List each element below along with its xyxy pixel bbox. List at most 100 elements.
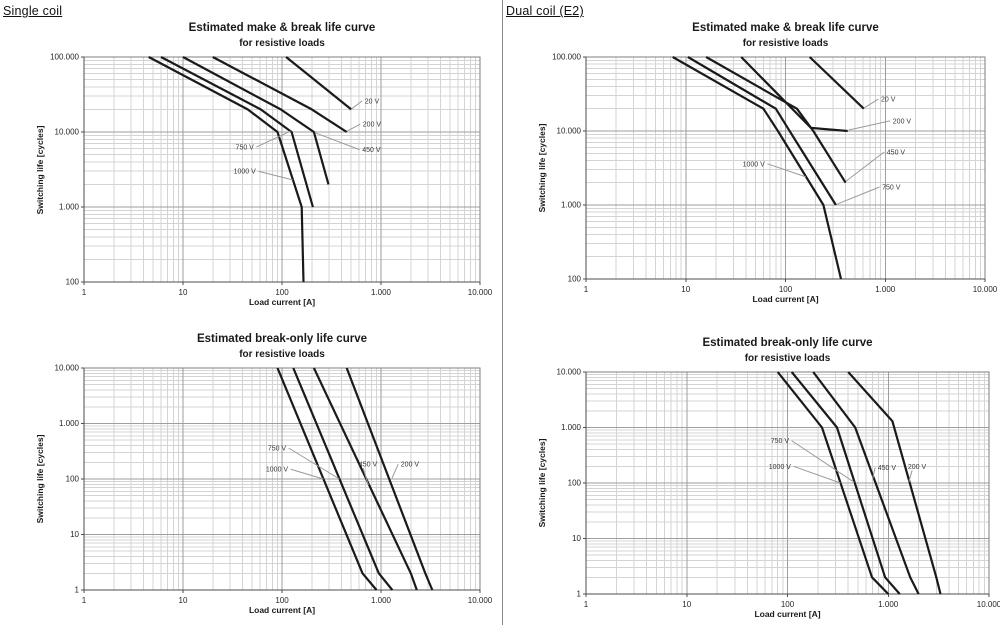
curve-label-1000-v: 1000 V	[743, 161, 766, 168]
svg-text:100: 100	[66, 278, 80, 287]
curve-1000-v	[276, 367, 378, 591]
chart-title: Estimated make & break life curve	[188, 22, 376, 34]
curve-label-450-v: 450 V	[878, 465, 897, 472]
x-axis-label: Load current [A]	[248, 297, 316, 307]
curve-label-750-v: 750 V	[236, 145, 255, 152]
curve-450-v	[182, 56, 330, 185]
chart-subtitle: for resistive loads	[239, 38, 325, 49]
svg-text:1: 1	[577, 590, 582, 599]
chart-title: Estimated make & break life curve	[692, 22, 879, 34]
axis-ticks	[81, 367, 481, 593]
curve-1000-v	[148, 56, 305, 283]
curve-450-v	[705, 56, 847, 184]
svg-text:1.000: 1.000	[59, 203, 80, 212]
chart-subtitle: for resistive loads	[744, 353, 831, 364]
svg-text:10.000: 10.000	[55, 364, 80, 373]
curve-750-v	[160, 56, 314, 208]
curve-label-450-v: 450 V	[359, 462, 378, 469]
svg-text:100: 100	[779, 285, 793, 294]
series-lines	[148, 56, 352, 283]
svg-text:100: 100	[781, 600, 795, 609]
curve-label-450-v: 450 V	[887, 150, 906, 157]
svg-text:10.000: 10.000	[468, 596, 493, 605]
curve-20-v	[285, 56, 352, 111]
svg-text:1.000: 1.000	[561, 201, 582, 210]
svg-text:1.000: 1.000	[878, 600, 899, 609]
curve-450-v	[812, 371, 920, 595]
curve-annotations: 20 V 200 V 450 V 750 V 1000 V	[743, 97, 912, 205]
svg-text:10.000: 10.000	[557, 368, 582, 377]
series-lines	[672, 56, 865, 280]
svg-text:1: 1	[82, 596, 87, 605]
curve-annotations: 750 V 1000 V 450 V 200 V	[769, 438, 926, 484]
axis-ticks	[583, 371, 990, 597]
curve-annotations: 20 V 200 V 450 V 750 V 1000 V	[234, 98, 382, 181]
svg-text:100.000: 100.000	[552, 53, 581, 62]
svg-text:1: 1	[82, 288, 87, 297]
svg-text:10.000: 10.000	[55, 128, 80, 137]
svg-text:10.000: 10.000	[468, 288, 493, 297]
curve-1000-v	[672, 56, 843, 280]
curve-label-200-v: 200 V	[893, 118, 912, 125]
curve-450-v	[312, 367, 418, 591]
curve-750-v	[687, 56, 837, 206]
svg-text:1.000: 1.000	[561, 423, 582, 432]
chart-title: Estimated break-only life curve	[702, 337, 873, 349]
svg-text:100: 100	[568, 275, 582, 284]
series-lines	[276, 367, 434, 591]
svg-text:10: 10	[681, 285, 690, 294]
curve-label-450-v: 450 V	[362, 147, 381, 154]
curve-20-v	[808, 56, 865, 110]
curve-label-1000-v: 1000 V	[266, 467, 289, 474]
svg-text:100: 100	[66, 475, 80, 484]
curve-label-750-v: 750 V	[771, 438, 790, 445]
plot-area: 1 10 100 1.000 10.000 100.000 10.000 1.000 100 20…	[552, 53, 998, 295]
section-label-single-coil: Single coil	[3, 4, 63, 18]
svg-text:1.000: 1.000	[875, 285, 896, 294]
svg-text:100: 100	[568, 479, 582, 488]
svg-text:1.000: 1.000	[371, 596, 392, 605]
svg-text:1: 1	[75, 586, 80, 595]
curve-200-v	[847, 371, 942, 595]
curve-200-v	[212, 56, 348, 133]
axis-ticks	[583, 56, 986, 282]
svg-text:10: 10	[179, 596, 188, 605]
svg-text:100: 100	[275, 596, 289, 605]
curve-label-750-v: 750 V	[882, 185, 901, 192]
svg-text:100.000: 100.000	[50, 53, 79, 62]
chart-title: Estimated break-only life curve	[196, 333, 367, 345]
x-axis-label: Load current [A]	[754, 609, 821, 619]
curve-750-v	[292, 367, 394, 591]
axis-ticks	[81, 56, 481, 285]
svg-text:10: 10	[179, 288, 188, 297]
svg-text:10.000: 10.000	[977, 600, 1000, 609]
svg-text:1.000: 1.000	[371, 288, 392, 297]
svg-text:10.000: 10.000	[973, 285, 998, 294]
svg-text:10: 10	[70, 530, 79, 539]
curve-label-20-v: 20 V	[365, 98, 380, 105]
curve-label-200-v: 200 V	[363, 122, 382, 129]
svg-text:10: 10	[682, 600, 691, 609]
x-axis-label: Load current [A]	[752, 294, 819, 304]
curve-annotations: 750 V 1000 V 450 V 200 V	[266, 446, 419, 486]
series-lines	[776, 371, 942, 595]
x-axis-label: Load current [A]	[248, 605, 316, 615]
curve-1000-v	[776, 371, 890, 595]
tick-labels: 1 10 100 1.000 10.000 10.000 1.000 100 10 1	[55, 364, 493, 606]
curve-750-v	[790, 371, 901, 595]
tick-labels: 1 10 100 1.000 10.000 100.000 10.000 1.000 100	[50, 53, 493, 298]
curve-label-1000-v: 1000 V	[234, 169, 257, 176]
curve-200-v	[345, 367, 434, 591]
plot-area: 1 10 100 1.000 10.000 100.000 10.000 1.000 100 20…	[50, 53, 493, 298]
tick-labels: 1 10 100 1.000 10.000 100.000 10.000 1.000 100	[552, 53, 998, 295]
svg-text:1: 1	[584, 285, 589, 294]
svg-text:10.000: 10.000	[557, 127, 582, 136]
section-divider	[502, 0, 503, 625]
chart-subtitle: for resistive loads	[742, 38, 829, 49]
